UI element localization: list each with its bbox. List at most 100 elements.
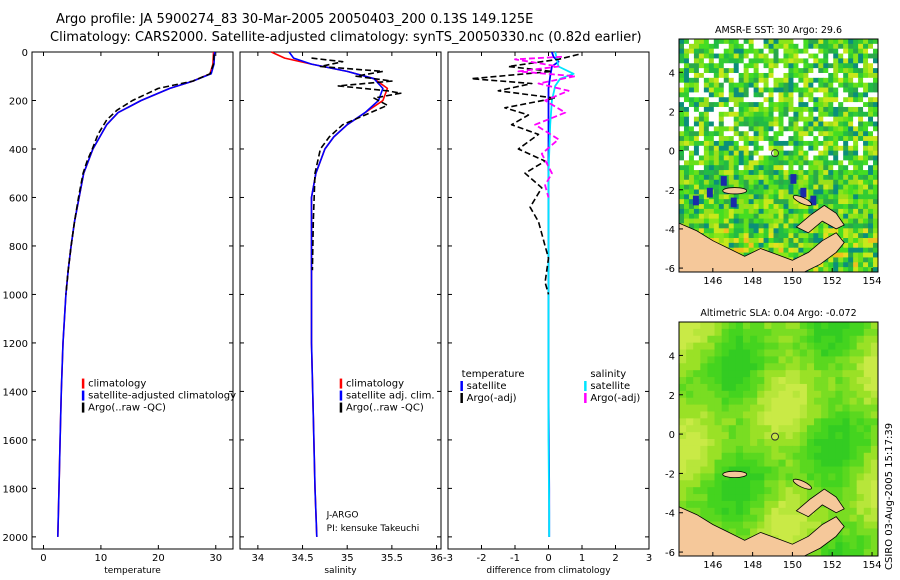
sla-map-xtick-label: 154 xyxy=(862,560,881,571)
salinity-xtick-label: 34.5 xyxy=(291,553,313,564)
sla-map-ytick-label: -4 xyxy=(665,509,675,520)
sla-map-land-new-britain xyxy=(795,488,845,518)
temperature-ytick-label: 200 xyxy=(9,96,28,107)
temperature-ytick-label: 1200 xyxy=(3,339,28,350)
difference-xtick-label: -2 xyxy=(477,553,487,564)
salinity-xlabel: salinity xyxy=(324,566,357,576)
salinity-annotation-program: J-ARGO xyxy=(326,510,359,520)
sst-map-cool-patch xyxy=(720,176,727,186)
sla-map-land-manus xyxy=(722,470,748,478)
sst-map-cool-patch xyxy=(790,174,797,184)
sla-map-title: Altimetric SLA: 0.04 Argo: -0.072 xyxy=(700,308,856,319)
temperature-legend-label: Argo(..raw -QC) xyxy=(88,403,166,414)
sst-map-xtick-label: 146 xyxy=(703,276,722,287)
sla-map-ytick-label: 2 xyxy=(669,391,675,402)
sst-map-float-marker xyxy=(771,149,780,158)
plot-title-line2: Climatology: CARS2000. Satellite-adjuste… xyxy=(50,30,642,45)
sst-map-ytick-label: 0 xyxy=(669,147,675,158)
sst-map-ytick-label: 4 xyxy=(669,68,675,79)
temperature-ytick-label: 0 xyxy=(22,48,28,59)
sst-map-cool-patch xyxy=(810,195,817,206)
sst-map-xtick-label: 148 xyxy=(743,276,762,287)
timestamp-label: CSIRO 03-Aug-2005 15:17:39 xyxy=(884,422,895,570)
temperature-legend-label: climatology xyxy=(88,379,146,390)
sst-map-ytick-label: 2 xyxy=(669,107,675,118)
sst-map-land-manus xyxy=(722,187,748,195)
sla-map-land-new-guinea xyxy=(678,506,845,557)
plot-title-line1: Argo profile: JA 5900274_83 30-Mar-2005 … xyxy=(56,12,534,27)
sst-map-title: AMSR-E SST: 30 Argo: 29.6 xyxy=(715,25,842,36)
temperature-ytick-label: 2000 xyxy=(3,533,28,544)
temperature-xlabel: temperature xyxy=(104,566,161,576)
temperature-xtick-label: 20 xyxy=(152,553,165,564)
difference-xtick-label: 2 xyxy=(612,553,618,564)
difference-temperature-legend-label: Argo(-adj) xyxy=(467,393,517,404)
salinity-argo-line xyxy=(311,57,402,271)
temperature-xtick-label: 0 xyxy=(40,553,46,564)
sst-map-xtick-label: 154 xyxy=(862,276,881,287)
difference-legend-heading-temperature: temperature xyxy=(462,369,525,380)
salinity-satellite-line xyxy=(288,51,384,537)
temperature-ytick-label: 800 xyxy=(9,242,28,253)
sst-map-land-new-guinea xyxy=(678,222,845,273)
sla-map-xtick-label: 148 xyxy=(743,560,762,571)
salinity-annotation-pi: PI: kensuke Takeuchi xyxy=(327,524,420,534)
sla-map-ytick-label: 4 xyxy=(669,351,675,362)
salinity-xtick-label: 35.5 xyxy=(381,553,403,564)
sst-map-ytick-label: -4 xyxy=(665,225,675,236)
difference-salinity-legend-label: Argo(-adj) xyxy=(590,393,640,404)
salinity-legend-label: climatology xyxy=(346,379,404,390)
difference-xtick-label: -3 xyxy=(443,553,453,564)
temperature-ytick-label: 1600 xyxy=(3,436,28,447)
temperature-xtick-label: 10 xyxy=(95,553,108,564)
temperature-argo-line xyxy=(65,54,215,295)
sst-map-land-new-ireland xyxy=(792,195,812,206)
difference-xtick-label: 0 xyxy=(545,553,551,564)
sst-map-xtick-label: 152 xyxy=(823,276,842,287)
sla-map-float-marker xyxy=(771,432,780,441)
temperature-ytick-label: 1400 xyxy=(3,387,28,398)
sla-map-ytick-label: -6 xyxy=(665,548,675,559)
sla-map-land-new-ireland xyxy=(792,478,812,490)
sla-map-xtick-label: 150 xyxy=(783,560,802,571)
sst-map-land-new-britain xyxy=(795,204,845,234)
temperature-ytick-label: 400 xyxy=(9,145,28,156)
sla-map-frame xyxy=(678,321,879,557)
sla-map-xtick-label: 152 xyxy=(823,560,842,571)
difference-salinity-satellite-line xyxy=(547,51,575,537)
temperature-panel-frame xyxy=(31,51,234,550)
salinity-legend-label: Argo(..raw -QC) xyxy=(346,403,424,414)
difference-xtick-label: 1 xyxy=(579,553,585,564)
temperature-satellite-line xyxy=(57,51,216,537)
salinity-legend-label: satellite adj. clim. xyxy=(346,391,435,402)
sst-map-ytick-label: -2 xyxy=(665,186,675,197)
difference-temperature-legend-label: satellite xyxy=(467,381,507,392)
temperature-ytick-label: 1000 xyxy=(3,290,28,301)
difference-salinity-argo-line xyxy=(514,55,577,198)
sst-map-cool-patch xyxy=(800,187,807,198)
salinity-xtick-label: 35 xyxy=(341,553,354,564)
sla-map-xtick-label: 146 xyxy=(703,560,722,571)
difference-temperature-argo-line xyxy=(470,53,579,295)
difference-xtick-label: 3 xyxy=(646,553,652,564)
difference-legend-heading-salinity: salinity xyxy=(590,369,626,380)
salinity-xtick-label: 36 xyxy=(430,553,443,564)
temperature-climatology-line xyxy=(57,51,215,537)
sla-map-ytick-label: 0 xyxy=(669,430,675,441)
sst-map-cool-patch xyxy=(692,195,699,206)
sla-map-heatmap xyxy=(679,322,879,557)
sst-map-heatmap xyxy=(679,39,879,273)
sst-map-frame xyxy=(678,38,879,273)
sst-map-cool-patch xyxy=(706,187,713,198)
sst-map-xtick-label: 150 xyxy=(783,276,802,287)
salinity-climatology-line xyxy=(270,51,389,537)
temperature-ytick-label: 600 xyxy=(9,193,28,204)
sla-map-ytick-label: -2 xyxy=(665,469,675,480)
difference-xtick-label: -1 xyxy=(510,553,520,564)
salinity-xtick-label: 34 xyxy=(251,553,264,564)
sst-map-ytick-label: -6 xyxy=(665,264,675,275)
temperature-legend-label: satellite-adjusted climatology xyxy=(88,391,236,402)
difference-salinity-legend-label: satellite xyxy=(590,381,630,392)
sst-map-cool-patch xyxy=(730,197,737,208)
